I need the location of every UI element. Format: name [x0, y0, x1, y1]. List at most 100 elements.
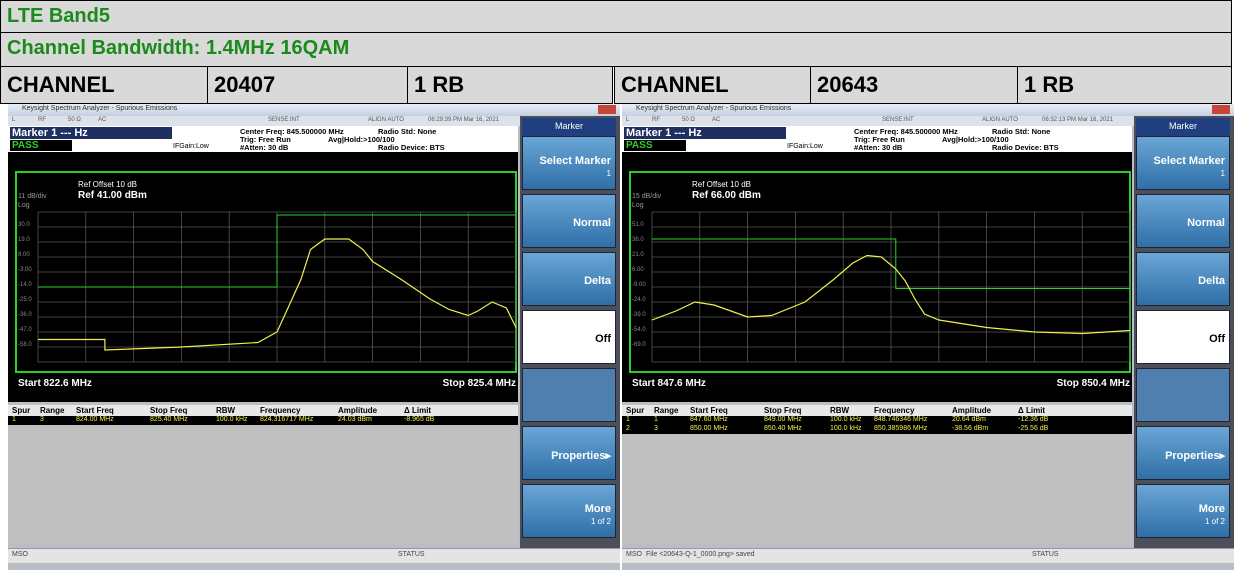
softkey[interactable]: Select Marker 1	[1136, 136, 1230, 190]
plot-background	[622, 152, 1132, 402]
softkey-label: Off	[1209, 333, 1225, 345]
table-cell: 824.00 MHz	[76, 416, 114, 423]
softkey[interactable]: Normal	[1136, 194, 1230, 248]
stop-freq: Stop 850.4 MHz	[1057, 378, 1130, 389]
toolbar-text: SENSE:INT	[268, 117, 300, 123]
stop-freq: Stop 825.4 MHz	[443, 378, 516, 389]
ref-level: Ref 41.00 dBm	[78, 190, 147, 201]
toolbar-text: ALIGN AUTO	[368, 117, 404, 123]
table-header-bg	[622, 405, 1132, 416]
y-label: -47.0	[18, 327, 32, 333]
softkey[interactable]: Properties▸	[522, 426, 616, 480]
y-label: -54.0	[632, 327, 646, 333]
status-text: File <20643-Q-1_0000.png> saved	[646, 551, 755, 558]
softkey[interactable]	[522, 368, 616, 422]
softkey[interactable]: Select Marker 1	[522, 136, 616, 190]
y-label: -58.0	[18, 342, 32, 348]
toolbar	[8, 116, 620, 126]
table-cell: 824.316717 MHz	[260, 416, 314, 423]
subtitle: Channel Bandwidth: 1.4MHz 16QAM	[0, 32, 1232, 67]
table-cell: -12.36 dB	[1018, 416, 1049, 423]
table-cell: -25.56 dB	[1018, 425, 1049, 432]
softkey-label: 1	[606, 169, 611, 178]
softkey-title: Marker	[522, 118, 616, 137]
toolbar-text: 50 Ω	[682, 117, 695, 123]
setting: Radio Device: BTS	[378, 143, 445, 152]
status-text: STATUS	[1032, 551, 1059, 558]
plot-background	[8, 152, 518, 402]
header-cell: 20643	[810, 66, 1018, 104]
toolbar-text: RF	[652, 117, 660, 123]
softkey-label: More	[1198, 503, 1225, 515]
table-cell: 850.40 MHz	[764, 425, 802, 432]
table-cell: 3	[40, 416, 44, 423]
ifgain: IFGain:Low	[173, 143, 209, 150]
analyzer-window: Keysight Spectrum Analyzer - Spurious Em…	[622, 104, 1234, 570]
table-header: RBW	[216, 406, 236, 415]
status-bar	[8, 548, 620, 563]
toolbar-text: L	[12, 117, 16, 123]
softkey[interactable]: Normal	[522, 194, 616, 248]
table-header: Start Freq	[690, 406, 728, 415]
log: Log	[18, 202, 30, 209]
window-titlebar	[8, 104, 620, 116]
y-label: 51.0	[632, 222, 644, 228]
title: LTE Band5	[0, 0, 1232, 33]
close-button	[1212, 105, 1230, 114]
ref-offset: Ref Offset 10 dB	[692, 180, 751, 189]
trace	[38, 238, 517, 351]
table-header: RBW	[830, 406, 850, 415]
spectrum-plot: Ref Offset 10 dB 15 dB/div Ref 66.00 dBm Lo…	[622, 152, 1132, 402]
ifgain: IFGain:Low	[787, 143, 823, 150]
table-header: Amplitude	[338, 406, 378, 415]
setting: #Atten: 30 dB	[854, 143, 903, 152]
table-header: Δ Limit	[404, 406, 432, 415]
table-cell: 849.00 MHz	[764, 416, 802, 423]
status-bar	[622, 548, 1234, 563]
window-title: Keysight Spectrum Analyzer - Spurious Em…	[636, 105, 792, 112]
softkey[interactable]: More 1 of 2	[522, 484, 616, 538]
header-cell: 1 RB	[1017, 66, 1232, 104]
toolbar-text: 50 Ω	[68, 117, 81, 123]
table-cell: 3	[654, 425, 658, 432]
softkey-label: Delta	[584, 275, 611, 287]
toolbar-text: AC	[98, 117, 107, 123]
y-label: -24.0	[632, 297, 646, 303]
y-label: 19.0	[18, 237, 30, 243]
status-text: MSO	[626, 551, 642, 558]
start-freq: Start 822.6 MHz	[18, 378, 92, 389]
setting: Avg|Hold:>100/100	[942, 135, 1009, 144]
status-text: STATUS	[398, 551, 425, 558]
table-area	[8, 404, 518, 544]
setting: Trig: Free Run	[854, 135, 905, 144]
header-cell: CHANNEL	[0, 66, 208, 104]
table-header: Range	[654, 406, 679, 415]
y-label: 36.0	[632, 237, 644, 243]
header-cell: 20407	[207, 66, 408, 104]
softkey[interactable]: Off	[1136, 310, 1230, 364]
table-cell: 2	[626, 425, 630, 432]
y-label: 30.0	[18, 222, 30, 228]
softkey[interactable]: Delta	[522, 252, 616, 306]
y-label: 8.00	[18, 252, 30, 258]
table-cell: 825.40 MHz	[150, 416, 188, 423]
softkey-title: Marker	[1136, 118, 1230, 137]
softkey[interactable]: Properties▸	[1136, 426, 1230, 480]
setting: #Atten: 30 dB	[240, 143, 289, 152]
table-header: Stop Freq	[150, 406, 188, 415]
status-text: MSO	[12, 551, 28, 558]
y-label: -25.0	[18, 297, 32, 303]
table-cell: 100.0 kHz	[830, 416, 862, 423]
table-cell: 1	[654, 416, 658, 423]
softkey-label: Delta	[1198, 275, 1225, 287]
softkey[interactable]	[1136, 368, 1230, 422]
header-cell: CHANNEL	[614, 66, 811, 104]
softkey-label: Normal	[1187, 217, 1225, 229]
ref-level: Ref 66.00 dBm	[692, 190, 761, 201]
softkey[interactable]: Off	[522, 310, 616, 364]
marker-readout: Marker 1 --- Hz	[10, 127, 172, 139]
y-label: 6.00	[632, 267, 644, 273]
softkey[interactable]: More 1 of 2	[1136, 484, 1230, 538]
softkey[interactable]: Delta	[1136, 252, 1230, 306]
